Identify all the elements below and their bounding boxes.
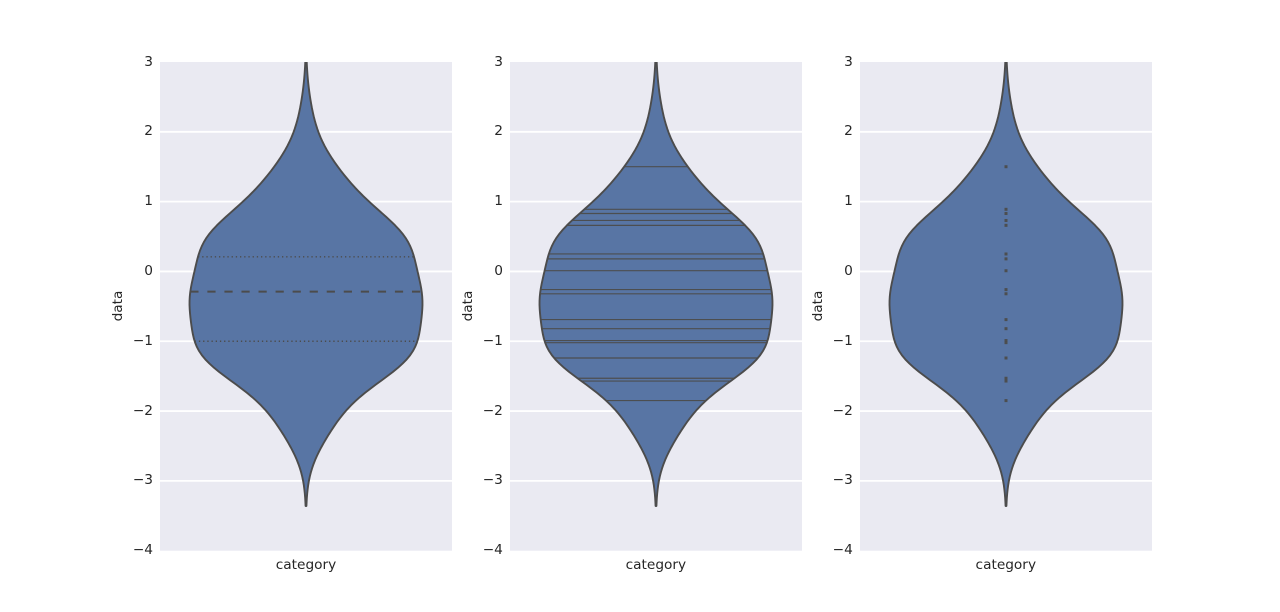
- y-axis-label: data: [110, 290, 127, 322]
- y-tick-label: 2: [844, 123, 853, 140]
- y-tick-label: 3: [144, 53, 153, 70]
- observation-point: [1004, 376, 1008, 380]
- y-tick-label: −1: [482, 332, 503, 349]
- y-tick-label: −3: [482, 472, 503, 489]
- y-tick-label: 2: [144, 123, 153, 140]
- observation-point: [1004, 379, 1008, 383]
- y-tick-label: 1: [844, 193, 853, 210]
- y-tick-label: 0: [144, 263, 153, 280]
- plot-area-quartile: [160, 62, 452, 551]
- x-axis-label: category: [625, 556, 687, 573]
- observation-point: [1004, 327, 1008, 331]
- axes-background: [509, 62, 802, 551]
- y-tick-label: −1: [832, 332, 853, 349]
- observation-point: [1004, 165, 1008, 169]
- y-tick-label: −4: [482, 542, 503, 559]
- observation-point: [1004, 341, 1008, 345]
- observation-point: [1004, 207, 1008, 211]
- violin-body: [538, 62, 774, 507]
- y-axis-label: data: [460, 290, 477, 322]
- observation-point: [1004, 223, 1008, 227]
- y-tick-label: 2: [494, 123, 503, 140]
- plot-area-stick: [509, 62, 802, 551]
- y-tick-label: −2: [482, 402, 503, 419]
- violin-body: [188, 62, 424, 507]
- x-axis-label: category: [975, 556, 1037, 573]
- axes-background: [859, 62, 1152, 551]
- y-tick-label: −1: [132, 332, 153, 349]
- y-tick-label: −4: [132, 542, 153, 559]
- observation-point: [1004, 252, 1008, 256]
- y-tick-label: 0: [494, 263, 503, 280]
- observation-point: [1004, 257, 1008, 261]
- y-tick-label: 3: [494, 53, 503, 70]
- observation-point: [1004, 318, 1008, 322]
- y-tick-label: 1: [494, 193, 503, 210]
- plot-area-point: [859, 62, 1152, 551]
- y-tick-label: 1: [144, 193, 153, 210]
- observation-point: [1004, 211, 1008, 215]
- observation-point: [1004, 288, 1008, 292]
- y-tick-label: 0: [844, 263, 853, 280]
- y-tick-label: −3: [132, 472, 153, 489]
- violin-body: [888, 62, 1124, 507]
- y-tick-label: −2: [132, 402, 153, 419]
- observation-point: [1004, 339, 1008, 343]
- observation-point: [1004, 399, 1008, 403]
- observation-point: [1004, 218, 1008, 222]
- axes-background: [160, 62, 452, 551]
- y-tick-label: 3: [844, 53, 853, 70]
- observation-point: [1004, 292, 1008, 296]
- y-tick-label: −2: [832, 402, 853, 419]
- y-axis-label: data: [809, 290, 826, 322]
- observation-point: [1004, 356, 1008, 360]
- x-axis-label: category: [275, 556, 337, 573]
- y-tick-label: −3: [832, 472, 853, 489]
- y-tick-label: −4: [832, 542, 853, 559]
- observation-point: [1004, 269, 1008, 273]
